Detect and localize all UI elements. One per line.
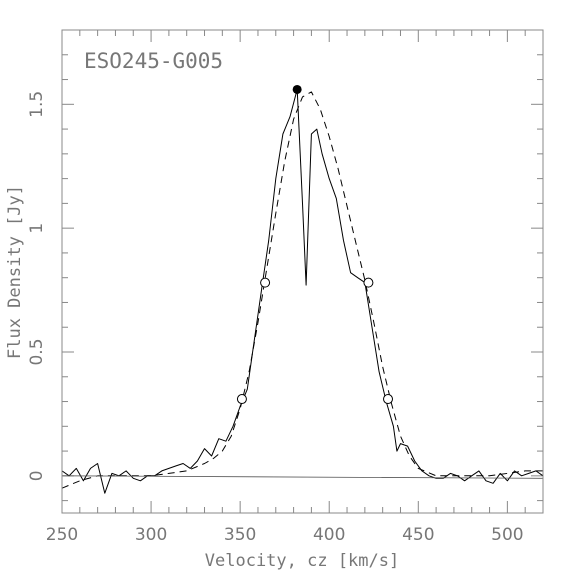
x-tick-label: 450 xyxy=(402,525,434,545)
y-tick-label: 1 xyxy=(27,223,47,234)
baseline-line xyxy=(61,475,544,479)
width-marker xyxy=(383,394,394,405)
model-fit-dashed-line xyxy=(61,91,543,489)
tick-labels-layer: 250 300 350 400 450 500 0 0.5 1 1.5 xyxy=(27,91,524,545)
chart-title: ESO245-G005 xyxy=(84,49,223,73)
x-axis-label: Velocity, cz [km/s] xyxy=(205,551,399,571)
x-tick-label: 300 xyxy=(135,525,167,545)
x-tick-label: 250 xyxy=(46,525,78,545)
x-tick-label: 400 xyxy=(313,525,345,545)
plot-frame xyxy=(61,29,544,514)
x-tick-label: 500 xyxy=(491,525,523,545)
width-marker xyxy=(236,394,247,405)
y-tick-label: 0.5 xyxy=(27,338,47,365)
series-layer xyxy=(61,88,544,494)
observed-spectrum-line xyxy=(61,88,544,494)
peak-marker xyxy=(292,84,302,94)
y-axis-label: Flux Density [Jy] xyxy=(5,185,25,359)
y-tick-label: 0 xyxy=(27,470,47,481)
x-tick-label: 350 xyxy=(224,525,256,545)
width-marker xyxy=(363,277,374,288)
y-tick-label: 1.5 xyxy=(27,91,47,118)
markers-layer xyxy=(236,84,394,405)
ticks-layer xyxy=(61,30,544,513)
width-marker xyxy=(260,277,271,288)
